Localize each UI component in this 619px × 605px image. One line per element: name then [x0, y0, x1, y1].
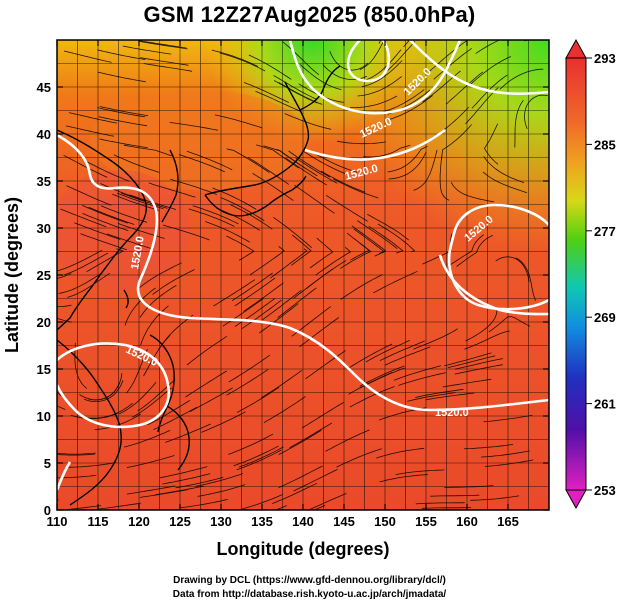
- x-tick-label: 135: [251, 514, 273, 529]
- contour-1520: [57, 40, 549, 491]
- y-tick-label: 35: [37, 174, 51, 189]
- colorbar-label: 293: [594, 51, 616, 66]
- colorbar: 293 285 277 269 261 253: [565, 38, 616, 510]
- x-tick-label: 150: [374, 514, 396, 529]
- colorbar-label: 253: [594, 483, 616, 498]
- streamlines: [57, 40, 548, 510]
- credit-data: Data from http://database.rish.kyoto-u.a…: [172, 589, 447, 600]
- colorbar-label: 269: [594, 310, 616, 325]
- x-axis-title: Longitude (degrees): [216, 539, 389, 559]
- x-tick-label: 160: [456, 514, 478, 529]
- x-tick-label: 125: [169, 514, 191, 529]
- y-tick-label: 0: [44, 503, 51, 518]
- y-tick-label: 10: [37, 409, 51, 424]
- x-tick-label: 140: [292, 514, 314, 529]
- x-tick-label: 165: [497, 514, 519, 529]
- colorbar-label: 285: [594, 137, 616, 152]
- credit-drawing: Drawing by DCL (https://www.gfd-dennou.o…: [173, 575, 446, 586]
- y-tick-label: 15: [37, 362, 51, 377]
- x-tick-label: 130: [210, 514, 232, 529]
- colorbar-label: 277: [594, 224, 616, 239]
- x-tick-label: 155: [415, 514, 437, 529]
- contour-label: 1520.0: [129, 235, 147, 270]
- chart-title: GSM 12Z27Aug2025 (850.0hPa): [143, 2, 476, 27]
- y-tick-label: 5: [44, 456, 51, 471]
- y-tick-label: 30: [37, 221, 51, 236]
- y-tick-label: 20: [37, 315, 51, 330]
- y-tick-label: 40: [37, 127, 51, 142]
- x-tick-label: 145: [333, 514, 355, 529]
- coastlines: [57, 65, 341, 506]
- y-axis-title: Latitude (degrees): [2, 197, 22, 353]
- x-tick-label: 110: [47, 514, 68, 529]
- y-tick-label: 25: [37, 268, 51, 283]
- y-tick-label: 45: [37, 80, 51, 95]
- contour-label: 1520.0: [435, 407, 469, 419]
- gridlines: [57, 40, 549, 510]
- colorbar-label: 261: [594, 397, 616, 412]
- x-tick-label: 115: [88, 514, 109, 529]
- x-tick-label: 120: [128, 514, 150, 529]
